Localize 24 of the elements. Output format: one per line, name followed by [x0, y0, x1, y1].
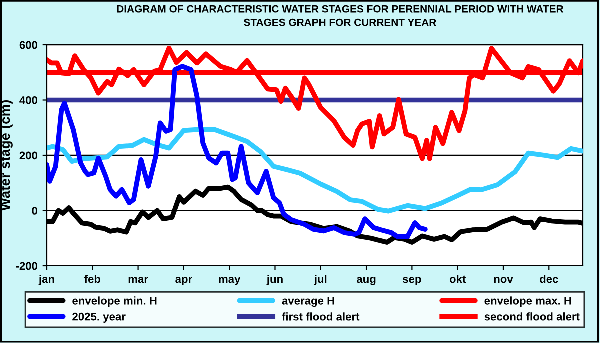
x-tick-label: aug [356, 277, 376, 286]
x-tick-label: dec [540, 275, 558, 284]
legend-label: 2025. year [72, 312, 126, 323]
x-tick-label: jun [266, 275, 283, 286]
y-tick-label: 400 [20, 96, 38, 104]
y-tick-label: 0 [32, 207, 38, 215]
legend-label: first flood alert [282, 312, 360, 321]
x-tick-label: nov [494, 277, 514, 284]
legend-label: average H [282, 297, 334, 308]
y-tick-label: -200 [16, 262, 38, 270]
x-tick-label: mar [128, 277, 148, 284]
x-tick-label: feb [84, 275, 101, 284]
x-tick-label: jul [314, 275, 327, 286]
x-tick-label: apr [176, 277, 192, 286]
x-tick-label: sep [403, 277, 422, 286]
y-tick-label: 200 [20, 152, 38, 160]
x-tick-label: may [219, 277, 241, 286]
legend-label: envelope max. H [484, 296, 572, 308]
y-tick-label: 600 [20, 41, 38, 50]
legend-label: envelope min. H [72, 296, 157, 308]
legend-label: second flood alert [484, 312, 580, 321]
x-tick-label: jan [38, 275, 54, 286]
x-tick-label: okt [450, 275, 466, 284]
chart-title: DIAGRAM OF CHARACTERISTIC WATER STAGES FOR PERENNIAL PERIOD WITH WATER STAGES GRAPH FOR CURRENT YEAR [117, 5, 564, 26]
